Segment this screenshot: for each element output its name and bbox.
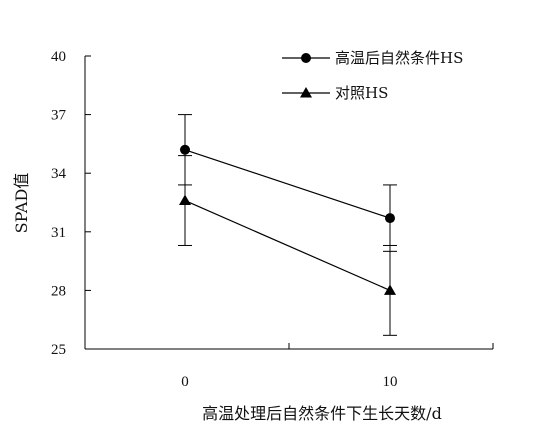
series-1	[178, 114, 397, 252]
series-2	[178, 155, 397, 336]
legend-item-1: 高温后自然条件HS	[282, 49, 463, 67]
data-point	[384, 284, 396, 295]
y-tick-label: 37	[51, 108, 67, 124]
y-tick-label: 25	[51, 342, 66, 358]
legend: 高温后自然条件HS 对照HS	[282, 49, 463, 102]
x-tick-label: 0	[181, 374, 189, 390]
x-axis-ticks: 0 10	[84, 343, 494, 390]
y-tick-label: 40	[51, 49, 66, 65]
y-tick-label: 28	[51, 283, 66, 299]
y-tick-label: 34	[51, 166, 67, 182]
legend-marker	[301, 53, 311, 63]
axes	[84, 56, 493, 350]
data-point	[385, 213, 395, 224]
y-axis-title: SPAD值	[12, 173, 31, 234]
series-layer	[178, 114, 397, 336]
x-tick-label: 10	[383, 374, 398, 390]
data-point	[180, 144, 190, 155]
y-axis-ticks: 25 28 31 34 37 40	[51, 49, 91, 358]
legend-label: 对照HS	[335, 84, 388, 102]
series-line	[184, 199, 391, 291]
x-axis-title: 高温处理后自然条件下生长天数/d	[202, 404, 442, 423]
legend-marker	[300, 87, 312, 98]
legend-item-2: 对照HS	[282, 84, 388, 102]
legend-label: 高温后自然条件HS	[335, 49, 463, 67]
series-line	[184, 149, 391, 219]
y-tick-label: 31	[51, 225, 66, 241]
data-point	[179, 194, 191, 206]
